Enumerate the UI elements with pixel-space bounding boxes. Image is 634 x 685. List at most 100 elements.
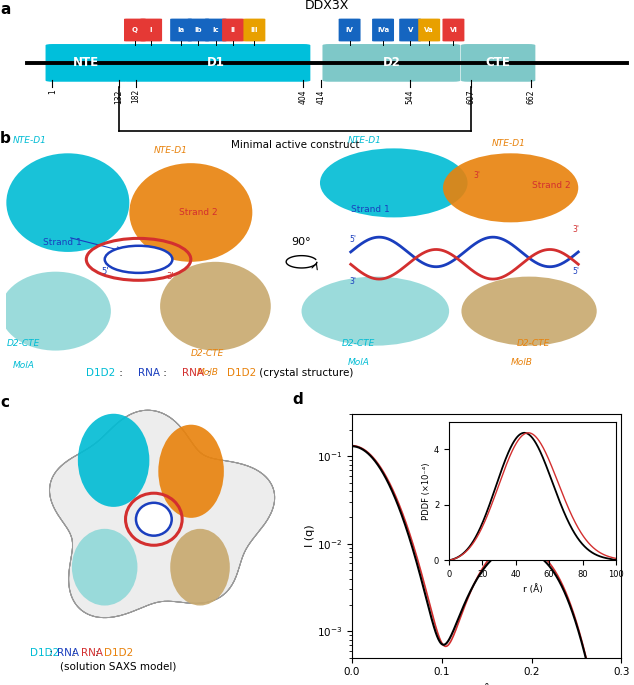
Text: :: :: [160, 368, 170, 377]
Text: (crystal structure): (crystal structure): [256, 368, 353, 377]
Text: RNA: RNA: [57, 647, 79, 658]
Text: b: b: [0, 131, 11, 146]
Text: MolB: MolB: [510, 358, 533, 367]
Text: Va: Va: [424, 27, 434, 33]
Text: NTE: NTE: [72, 56, 99, 69]
Text: D2-CTE: D2-CTE: [191, 349, 224, 358]
Ellipse shape: [0, 272, 111, 351]
Text: 607: 607: [466, 89, 476, 104]
Text: Strand 1: Strand 1: [43, 238, 82, 247]
Text: 414: 414: [316, 89, 325, 103]
Text: MolA: MolA: [347, 358, 370, 367]
FancyBboxPatch shape: [46, 44, 126, 82]
Text: D2-CTE: D2-CTE: [517, 338, 550, 348]
Ellipse shape: [6, 153, 129, 252]
Text: Ic: Ic: [212, 27, 219, 33]
Text: 3': 3': [349, 277, 356, 286]
FancyBboxPatch shape: [205, 18, 227, 41]
Text: Ia: Ia: [178, 27, 184, 33]
Text: 5': 5': [349, 235, 356, 244]
Text: c: c: [1, 395, 10, 410]
Y-axis label: I (q): I (q): [306, 525, 315, 547]
Text: DDX3X: DDX3X: [304, 0, 349, 12]
FancyBboxPatch shape: [323, 44, 460, 82]
Text: :: :: [204, 368, 214, 377]
Text: MolA: MolA: [13, 361, 34, 370]
FancyBboxPatch shape: [188, 18, 209, 41]
FancyBboxPatch shape: [222, 18, 244, 41]
Ellipse shape: [72, 529, 138, 606]
FancyBboxPatch shape: [443, 18, 464, 41]
Text: Strand 2: Strand 2: [179, 208, 217, 217]
Text: VI: VI: [450, 27, 457, 33]
Text: RNA: RNA: [138, 368, 160, 377]
Text: D2-CTE: D2-CTE: [342, 338, 375, 348]
Text: NTE-D1: NTE-D1: [347, 136, 382, 145]
Text: (solution SAXS model): (solution SAXS model): [60, 661, 176, 671]
Text: D1D2: D1D2: [30, 647, 60, 658]
FancyBboxPatch shape: [418, 18, 440, 41]
Text: Minimal active construct: Minimal active construct: [231, 140, 359, 149]
Text: 90°: 90°: [292, 237, 311, 247]
Text: 132: 132: [114, 89, 123, 103]
Ellipse shape: [320, 149, 467, 217]
Text: Strand 1: Strand 1: [351, 206, 389, 214]
Text: 5': 5': [572, 267, 579, 276]
FancyBboxPatch shape: [140, 18, 162, 41]
FancyBboxPatch shape: [372, 18, 394, 41]
Text: D1D2: D1D2: [86, 368, 115, 377]
Polygon shape: [49, 410, 275, 618]
Text: III: III: [250, 27, 258, 33]
Text: 182: 182: [132, 89, 141, 103]
Text: IV: IV: [346, 27, 354, 33]
FancyBboxPatch shape: [399, 18, 421, 41]
Text: V: V: [408, 27, 413, 33]
X-axis label: q (Å⁻¹): q (Å⁻¹): [468, 683, 505, 685]
Circle shape: [136, 503, 172, 536]
Text: 3': 3': [166, 272, 174, 281]
Ellipse shape: [158, 425, 224, 518]
Text: 662: 662: [527, 89, 536, 103]
Text: D2: D2: [382, 56, 400, 69]
Text: D1D2: D1D2: [104, 647, 133, 658]
FancyBboxPatch shape: [124, 18, 146, 41]
Text: NTE-D1: NTE-D1: [154, 147, 188, 155]
Text: I: I: [150, 27, 152, 33]
Text: 3': 3': [474, 171, 481, 180]
Text: :: :: [69, 647, 79, 658]
Text: MolB: MolB: [197, 369, 219, 377]
FancyBboxPatch shape: [170, 18, 192, 41]
Text: D2-CTE: D2-CTE: [6, 338, 40, 348]
Text: Strand 2: Strand 2: [532, 181, 571, 190]
Text: RNA: RNA: [81, 647, 103, 658]
Text: D1D2: D1D2: [226, 368, 256, 377]
Text: NTE-D1: NTE-D1: [13, 136, 46, 145]
Text: d: d: [293, 392, 303, 407]
Text: Ib: Ib: [195, 27, 202, 33]
Text: CTE: CTE: [486, 56, 510, 69]
Text: 544: 544: [406, 89, 415, 104]
Ellipse shape: [443, 153, 578, 223]
Text: 5': 5': [101, 267, 109, 276]
Text: :: :: [46, 647, 56, 658]
FancyBboxPatch shape: [120, 44, 311, 82]
Ellipse shape: [129, 163, 252, 262]
Text: Q: Q: [132, 27, 138, 33]
Text: :: :: [116, 368, 126, 377]
Text: NTE-D1: NTE-D1: [492, 139, 526, 148]
Text: RNA: RNA: [182, 368, 204, 377]
Text: D1: D1: [207, 56, 224, 69]
Text: 404: 404: [299, 89, 308, 104]
FancyBboxPatch shape: [243, 18, 266, 41]
FancyBboxPatch shape: [461, 44, 535, 82]
Ellipse shape: [302, 277, 449, 346]
Text: II: II: [231, 27, 236, 33]
Text: a: a: [1, 1, 11, 16]
Text: 3': 3': [572, 225, 579, 234]
Ellipse shape: [160, 262, 271, 351]
Text: 1: 1: [48, 89, 57, 94]
Text: :: :: [92, 647, 102, 658]
FancyBboxPatch shape: [339, 18, 361, 41]
Ellipse shape: [78, 414, 150, 507]
Text: IVa: IVa: [377, 27, 389, 33]
